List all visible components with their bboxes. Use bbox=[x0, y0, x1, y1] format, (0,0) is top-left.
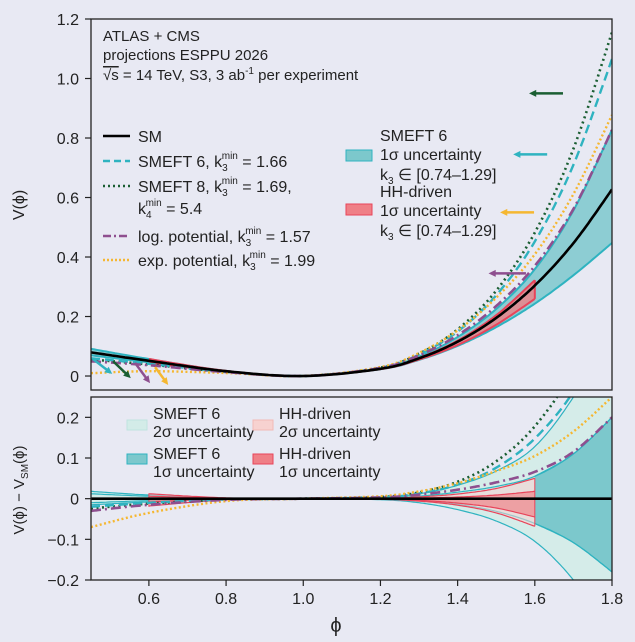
smeft6-arrow-head bbox=[104, 366, 113, 374]
legend-sm-label: SM bbox=[138, 129, 162, 146]
axes: 0 0.2 0.4 0.6 0.8 1.0 1.2 0.2 0.1 0 −0.1 −0.2 0.6 0.8… bbox=[47, 12, 623, 608]
legend-smeft-1s-swatch bbox=[126, 453, 148, 465]
bottom-legend: SMEFT 6 2σ uncertainty SMEFT 6 1σ uncert… bbox=[126, 406, 380, 481]
legend-smeft-band-swatch bbox=[345, 149, 373, 162]
top-legend: SM SMEFT 6, k3min = 1.66 SMEFT 8, k3min … bbox=[103, 128, 496, 273]
legend-smeft6-label: SMEFT 6, k3min = 1.66 bbox=[138, 151, 287, 174]
legend-smeft-2s-label: 2σ uncertainty bbox=[153, 424, 254, 441]
legend-hh-2s-swatch bbox=[252, 419, 274, 431]
bottom-panel-marks bbox=[91, 397, 612, 580]
legend-smeft-1s-label: 1σ uncertainty bbox=[153, 464, 254, 481]
smeft8-arrow-shaft bbox=[112, 360, 129, 377]
legend-smeft-band-uncertainty: 1σ uncertainty bbox=[380, 147, 481, 164]
top-y-tick-label: 0.2 bbox=[57, 310, 79, 327]
legend-smeft-2s-title: SMEFT 6 bbox=[153, 406, 220, 423]
legend-hh-band-range: k3 ∈ [0.74–1.29] bbox=[380, 223, 496, 243]
legend-hh-2s-label: 2σ uncertainty bbox=[279, 424, 380, 441]
smeft8-deviation-curve bbox=[91, 397, 559, 510]
top-y-axis-label: V(ϕ) bbox=[11, 190, 28, 220]
x-tick-label: 1.2 bbox=[369, 591, 391, 608]
smeft6-curve bbox=[91, 58, 612, 378]
x-tick-label: 1.4 bbox=[447, 591, 469, 608]
header-sup: -1 bbox=[245, 66, 254, 77]
exp-curve bbox=[91, 114, 612, 378]
exp-arrow-head bbox=[500, 208, 508, 216]
legend-smeft-band-range: k3 ∈ [0.74–1.29] bbox=[380, 167, 496, 187]
log-curve bbox=[91, 129, 612, 378]
legend-smeft-2s-swatch bbox=[126, 419, 148, 431]
x-tick-label: 1.6 bbox=[524, 591, 546, 608]
smeft6-arrow-head bbox=[513, 150, 521, 158]
top-y-tick-label: 0 bbox=[70, 369, 79, 386]
log-arrow-shaft bbox=[133, 362, 149, 381]
top-y-tick-label: 0.8 bbox=[57, 131, 79, 148]
x-tick-label: 0.8 bbox=[215, 591, 237, 608]
bottom-y-tick-label: 0 bbox=[70, 492, 79, 509]
bottom-panel-frame bbox=[90, 396, 613, 581]
exp-arrow-head bbox=[161, 377, 169, 385]
smeft8-arrow-head bbox=[529, 89, 537, 97]
header-line-1: ATLAS + CMS bbox=[103, 28, 200, 45]
x-tick-label: 1.0 bbox=[292, 591, 314, 608]
bottom-y-tick-label: 0.2 bbox=[57, 410, 79, 427]
top-panel-marks bbox=[91, 31, 612, 385]
legend-hh-1s-title: HH-driven bbox=[279, 446, 351, 463]
header-energy: = 14 TeV, S3, 3 ab bbox=[119, 67, 245, 84]
legend-hh-band-swatch bbox=[345, 203, 373, 216]
x-tick-label: 0.6 bbox=[138, 591, 160, 608]
sqrt-s: √s bbox=[103, 67, 119, 84]
bottom-y-axis-label: V(ϕ) − VSM(ϕ) bbox=[11, 446, 31, 535]
legend-exp-label: exp. potential, k3min = 1.99 bbox=[138, 250, 315, 273]
x-tick-label: 1.8 bbox=[601, 591, 623, 608]
legend-smeft-band-title: SMEFT 6 bbox=[380, 128, 447, 145]
log-deviation-curve bbox=[91, 416, 612, 513]
legend-smeft8-label: SMEFT 8, k3min = 1.69, bbox=[138, 176, 292, 199]
smeft6-1sigma-band-fill bbox=[534, 417, 612, 572]
legend-smeft8-label-line2: k4min = 5.4 bbox=[138, 198, 202, 221]
legend-hh-band-uncertainty: 1σ uncertainty bbox=[380, 203, 481, 220]
header-line-2: projections ESPPU 2026 bbox=[103, 47, 268, 64]
log-arrow-head bbox=[142, 375, 151, 384]
smeft6-arrow-shaft bbox=[92, 358, 110, 373]
legend-hh-1s-swatch bbox=[252, 453, 274, 465]
top-y-tick-label: 1.2 bbox=[57, 12, 79, 29]
legend-hh-1s-label: 1σ uncertainty bbox=[279, 464, 380, 481]
top-y-tick-label: 0.4 bbox=[57, 250, 79, 267]
x-axis-label: ϕ bbox=[330, 615, 341, 637]
header-per-experiment: per experiment bbox=[254, 67, 359, 84]
sm-curve bbox=[91, 188, 612, 378]
log-arrow-head bbox=[488, 269, 496, 277]
smeft8-curve bbox=[91, 31, 612, 378]
legend-log-label: log. potential, k3min = 1.57 bbox=[138, 226, 311, 249]
smeft8-arrow-head bbox=[123, 370, 131, 379]
top-y-tick-label: 1.0 bbox=[57, 72, 79, 89]
top-y-tick-label: 0.6 bbox=[57, 191, 79, 208]
legend-smeft-1s-title: SMEFT 6 bbox=[153, 446, 220, 463]
legend-hh-2s-title: HH-driven bbox=[279, 406, 351, 423]
bottom-y-tick-label: −0.2 bbox=[47, 573, 79, 590]
header-line-3: √s = 14 TeV, S3, 3 ab-1 per experiment bbox=[103, 66, 359, 84]
top-panel-frame bbox=[90, 18, 613, 391]
legend-hh-band-title: HH-driven bbox=[380, 184, 452, 201]
bottom-y-tick-label: −0.1 bbox=[47, 532, 79, 549]
bottom-y-tick-label: 0.1 bbox=[57, 451, 79, 468]
